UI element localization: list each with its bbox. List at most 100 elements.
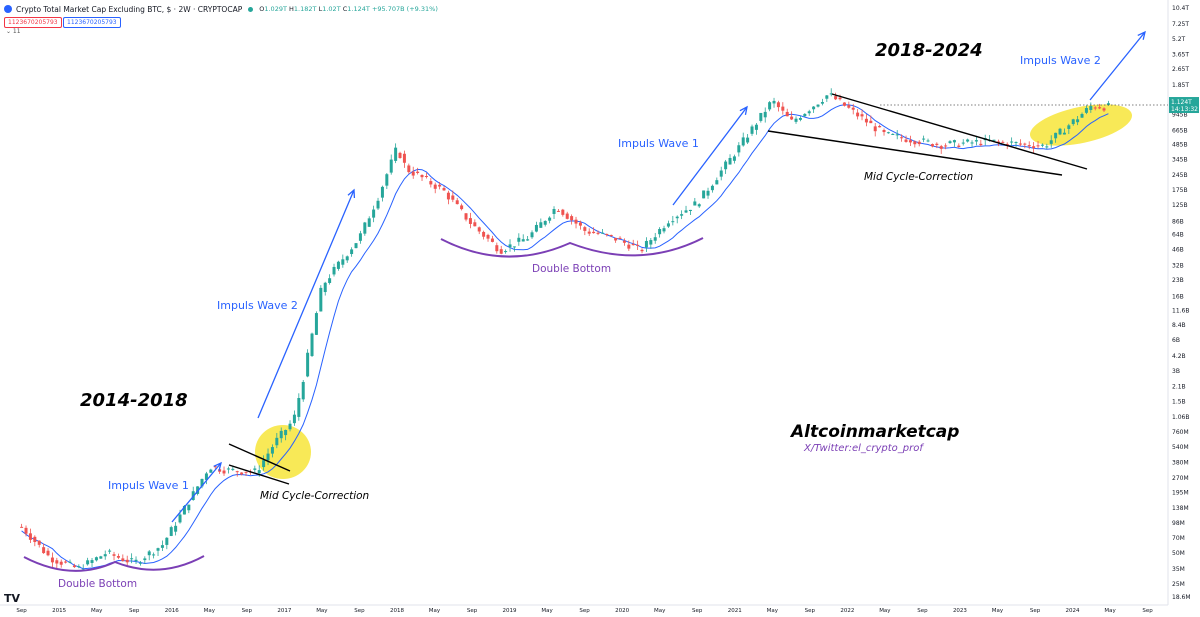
candle-body [226, 468, 230, 470]
indicator-collapse-toggle[interactable]: ⌄ 11 [6, 28, 21, 35]
candle-body [653, 237, 657, 241]
price-tick-label: 175B [1172, 187, 1188, 194]
candle-body [411, 171, 415, 176]
candle-body [966, 139, 970, 142]
candle-body [878, 126, 882, 128]
tradingview-logo[interactable]: TV [4, 592, 21, 605]
candle-body [596, 232, 600, 234]
chart-header: Crypto Total Market Cap Excluding BTC, $… [4, 2, 438, 16]
candle-body [517, 237, 521, 242]
candle-body [160, 545, 164, 548]
candle-body [772, 100, 776, 104]
candle-body [442, 188, 446, 191]
candle-body [499, 249, 503, 254]
candle-body [1049, 140, 1053, 144]
price-tick-label: 245B [1172, 172, 1188, 179]
chart-title[interactable]: Crypto Total Market Cap Excluding BTC, $… [16, 4, 243, 14]
candle-body [204, 473, 208, 480]
candle-body [737, 145, 741, 153]
price-tick-label: 25M [1172, 581, 1185, 588]
candle-body [869, 120, 873, 124]
candle-body [438, 184, 442, 187]
price-tick-label: 7.25T [1172, 21, 1189, 28]
candle-body [961, 142, 965, 144]
candle-body [394, 147, 398, 161]
candle-body [165, 537, 169, 545]
time-axis[interactable]: Sep 2015 May Sep 2016 May Sep 2017 May Sep 2018 May… [16, 608, 1153, 614]
candle-body [944, 145, 948, 147]
candle-body [622, 240, 626, 243]
candle-body [380, 186, 384, 198]
double-bottom-late-label: Double Bottom [532, 263, 611, 275]
mid-correction-early-lower-line [228, 464, 290, 485]
candle-body [358, 233, 362, 241]
candle-body [851, 107, 855, 110]
candle-body [534, 224, 538, 232]
candle-body [240, 472, 244, 475]
price-axis[interactable]: 10.4T7.25T5.2T3.65T2.65T1.85T1.3T945B665… [880, 5, 1199, 601]
candle-body [565, 213, 569, 219]
mid-correction-early-upper-line [228, 443, 291, 472]
time-tick-label: 2015 [52, 608, 66, 614]
candle-body [310, 333, 314, 356]
candle-body [213, 466, 217, 468]
candle-body [37, 540, 41, 545]
candle-body [631, 243, 635, 246]
candle-body [649, 240, 653, 245]
candle-body [407, 165, 411, 173]
candle-body [1084, 108, 1088, 113]
price-tick-label: 1.5B [1172, 399, 1186, 406]
time-tick-label: 2018 [390, 608, 404, 614]
candle-body [275, 437, 279, 446]
candle-body [328, 278, 332, 283]
time-tick-label: 2023 [953, 608, 967, 614]
candle-body [706, 190, 710, 196]
candle-body [768, 102, 772, 110]
candle-body [354, 243, 358, 249]
candle-body [33, 536, 37, 543]
time-tick-label: Sep [1142, 608, 1153, 614]
candle-body [477, 227, 481, 232]
candle-body [930, 144, 934, 147]
time-tick-label: May [316, 608, 328, 614]
candle-body [1027, 145, 1031, 147]
price-tick-label: 2.65T [1172, 66, 1189, 73]
candle-body [222, 470, 226, 474]
candle-body [539, 222, 543, 228]
candle-body [552, 209, 556, 214]
candle-body [952, 140, 956, 143]
candle-body [244, 471, 248, 473]
candle-body [156, 548, 160, 551]
candle-body [319, 287, 323, 312]
candle-body [429, 181, 433, 185]
candle-body [336, 261, 340, 269]
buy-price-box[interactable]: 1123670205793 [63, 17, 121, 28]
impuls-wave-2-early-arrow-head [347, 188, 356, 199]
candle-body [570, 216, 574, 221]
candle-body [55, 560, 59, 564]
candle-body [1040, 144, 1044, 146]
candle-body [512, 246, 516, 248]
last-price-tag [1169, 97, 1199, 114]
candle-body [829, 93, 833, 95]
time-tick-label: Sep [805, 608, 816, 614]
candle-body [182, 505, 186, 515]
candle-body [68, 561, 72, 563]
candle-body [1036, 145, 1040, 147]
candle-body [856, 112, 860, 117]
price-tick-label: 6B [1172, 337, 1180, 344]
candle-body [592, 231, 596, 234]
price-tick-label: 5.2T [1172, 36, 1186, 43]
candle-body [812, 106, 816, 110]
sell-price-box[interactable]: 1123670205793 [4, 17, 62, 28]
highlight-ellipse-2016 [255, 425, 311, 479]
candle-body [1010, 141, 1014, 143]
time-tick-label: May [767, 608, 779, 614]
candle-body [526, 239, 530, 241]
period-label-2018-2024: 2018-2024 [875, 40, 983, 61]
price-tick-label: 70M [1172, 535, 1185, 542]
candle-body [675, 216, 679, 219]
candle-body [644, 240, 648, 248]
ohlc-readout: O1.029T H1.182T L1.02T C1.124T +95.707B … [259, 5, 438, 13]
